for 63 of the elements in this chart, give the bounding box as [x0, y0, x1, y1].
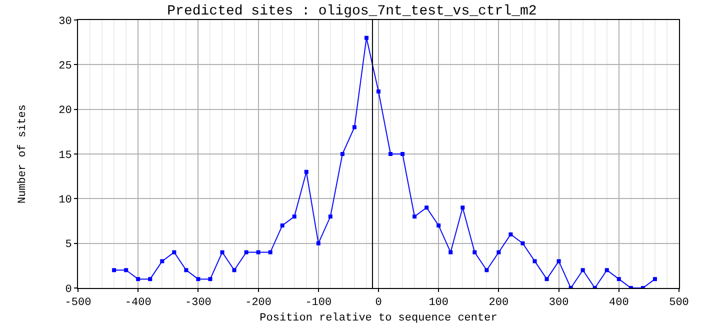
point [184, 268, 188, 272]
point [328, 214, 332, 219]
x-tick-label: -200 [245, 297, 272, 310]
y-tick-label: 30 [58, 16, 72, 28]
point [424, 206, 429, 210]
x-tick-label: 0 [375, 297, 382, 310]
y-tick-label: 10 [58, 194, 72, 207]
point [256, 250, 260, 254]
point [652, 277, 657, 282]
point [280, 223, 284, 228]
point [460, 206, 465, 210]
point [364, 36, 368, 40]
x-tick-label: 400 [608, 297, 629, 310]
point [112, 268, 116, 272]
point [448, 250, 453, 254]
point [196, 277, 200, 282]
x-tick-label: 300 [548, 297, 569, 310]
y-tick-label: 5 [65, 239, 72, 252]
point [352, 125, 356, 130]
point [400, 152, 405, 156]
point [340, 152, 344, 156]
point [136, 277, 140, 282]
x-tick-label: 100 [428, 297, 449, 310]
y-tick-label: 25 [58, 60, 72, 73]
x-tick-label: 200 [488, 297, 509, 310]
point [208, 277, 212, 282]
chart-title: Predicted sites : oligos_7nt_test_vs_ctrl_m2 [167, 4, 537, 20]
point [304, 170, 308, 174]
y-tick-label: 0 [65, 284, 72, 296]
point [160, 259, 164, 264]
point [496, 250, 501, 254]
point [580, 268, 585, 272]
point [268, 250, 272, 254]
x-tick-label: -400 [124, 297, 152, 310]
point [172, 250, 176, 254]
point [472, 250, 477, 254]
point [232, 268, 236, 272]
point [556, 259, 561, 264]
y-axis-title: Number of sites [17, 104, 30, 204]
x-tick-label: -300 [184, 297, 212, 310]
point [484, 268, 489, 272]
point [604, 268, 609, 272]
point [412, 214, 417, 219]
point [436, 223, 441, 228]
point [244, 250, 248, 254]
x-tick-label: 500 [669, 297, 689, 310]
point [616, 277, 621, 282]
point [292, 214, 296, 219]
y-tick-label: 20 [58, 105, 72, 118]
point [388, 152, 393, 156]
point [220, 250, 224, 254]
point [124, 268, 128, 272]
point [148, 277, 152, 282]
x-tick-label: -500 [64, 297, 92, 310]
point [376, 89, 380, 94]
x-axis-title: Position relative to sequence center [260, 312, 498, 324]
point [316, 241, 320, 246]
y-tick-label: 15 [58, 150, 72, 162]
point [508, 232, 513, 236]
point [544, 277, 549, 282]
point [532, 259, 537, 264]
point [520, 241, 525, 246]
x-tick-label: -100 [305, 297, 332, 310]
